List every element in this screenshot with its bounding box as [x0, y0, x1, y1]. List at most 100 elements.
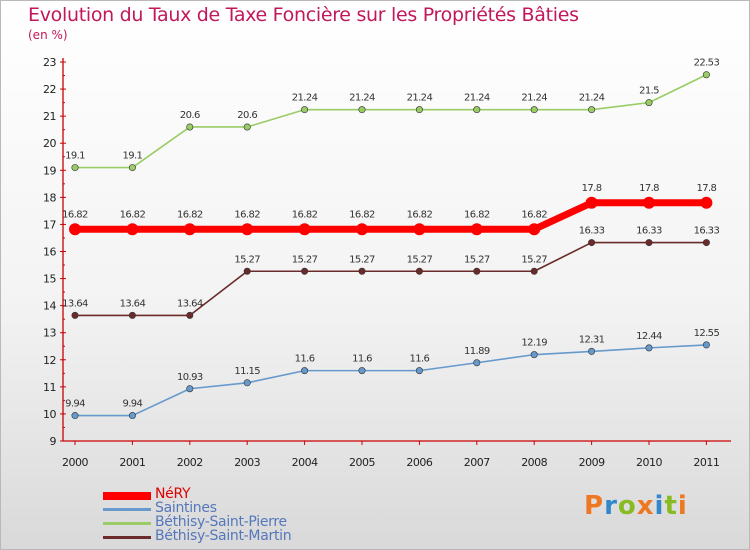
data-point: [71, 164, 79, 172]
x-tick-label: 2011: [693, 456, 719, 469]
brand-letter: P: [584, 491, 605, 521]
data-point: [702, 71, 710, 79]
data-point: [413, 223, 426, 236]
data-label: 17.8: [639, 183, 659, 194]
data-label: 16.82: [349, 209, 375, 220]
data-label: 15.27: [292, 254, 318, 265]
data-point: [301, 106, 309, 114]
data-label: 9.94: [122, 399, 142, 410]
y-tick-label: 16: [43, 246, 56, 259]
data-label: 19.1: [122, 151, 142, 162]
data-point: [243, 123, 251, 131]
data-label: 13.64: [177, 298, 203, 309]
data-point: [243, 379, 251, 387]
data-point: [530, 106, 538, 114]
data-point: [415, 267, 423, 275]
data-point: [473, 106, 481, 114]
data-point: [356, 223, 368, 236]
data-point: [645, 239, 653, 247]
data-label: 13.64: [62, 298, 88, 309]
data-point: [415, 106, 423, 114]
data-point: [358, 367, 366, 375]
data-point: [243, 267, 251, 275]
y-tick-label: 18: [43, 191, 56, 204]
x-tick-label: 2006: [406, 456, 432, 469]
data-point: [186, 123, 194, 131]
data-point: [126, 223, 139, 236]
series-line-1: [74, 344, 708, 417]
brand-letter: i: [677, 491, 688, 521]
legend-label: Saintines: [155, 500, 217, 516]
y-tick-label: 9: [50, 435, 57, 448]
chart-title: Evolution du Taux de Taxe Foncière sur l…: [28, 4, 579, 26]
data-label: 15.27: [234, 254, 260, 265]
data-point: [473, 267, 481, 275]
x-tick-label: 2007: [464, 456, 490, 469]
y-tick-label: 20: [43, 137, 56, 150]
data-label: 12.55: [694, 328, 720, 339]
brand-letter: i: [654, 491, 665, 521]
data-point: [358, 267, 366, 275]
data-point: [588, 347, 596, 355]
brand-letter: t: [664, 491, 678, 521]
data-point: [128, 311, 136, 319]
data-label: 11.6: [409, 354, 429, 365]
x-tick-label: 2001: [119, 456, 145, 469]
data-label: 17.8: [582, 183, 602, 194]
y-tick-label: 12: [43, 354, 56, 367]
data-label: 20.6: [180, 110, 200, 121]
legend-swatch: [103, 508, 151, 511]
data-point: [71, 412, 79, 420]
legend-swatch: [103, 536, 151, 539]
data-label: 11.15: [234, 366, 260, 377]
x-tick-label: 2003: [234, 456, 260, 469]
data-label: 13.64: [120, 298, 146, 309]
data-label: 16.82: [62, 209, 88, 220]
data-point: [585, 196, 598, 209]
data-label: 21.24: [349, 93, 375, 104]
x-tick-label: 2004: [292, 456, 318, 469]
data-label: 16.33: [694, 226, 720, 237]
y-tick-label: 22: [43, 83, 56, 96]
y-tick-label: 15: [43, 273, 56, 286]
data-point: [528, 223, 541, 236]
data-label: 16.33: [636, 226, 662, 237]
data-point: [643, 196, 655, 209]
x-tick-label: 2002: [177, 456, 203, 469]
data-label: 16.33: [579, 226, 605, 237]
x-tick-label: 2010: [636, 456, 662, 469]
data-point: [473, 359, 481, 367]
data-label: 19.1: [65, 151, 85, 162]
data-label: 15.27: [464, 254, 490, 265]
data-point: [186, 311, 194, 319]
data-label: 15.27: [521, 254, 547, 265]
data-label: 12.44: [636, 331, 662, 342]
series-line-0: [71, 199, 710, 233]
legend-label: Béthisy-Saint-Pierre: [155, 514, 287, 530]
y-tick-label: 13: [43, 327, 56, 340]
data-point: [183, 223, 196, 236]
data-label: 16.82: [407, 209, 433, 220]
data-label: 15.27: [349, 254, 375, 265]
data-point: [128, 164, 136, 172]
brand-letter: x: [636, 491, 655, 521]
x-tick-label: 2008: [521, 456, 547, 469]
data-point: [530, 351, 538, 359]
data-point: [702, 239, 710, 247]
y-tick-label: 23: [43, 56, 56, 69]
x-tick-label: 2000: [62, 456, 88, 469]
data-point: [415, 367, 423, 375]
legend-swatch: [103, 492, 151, 500]
data-label: 10.93: [177, 372, 203, 383]
data-point: [128, 412, 136, 420]
data-label: 21.24: [407, 93, 433, 104]
data-label: 20.6: [237, 110, 257, 121]
data-label: 16.82: [120, 209, 146, 220]
data-label: 21.24: [292, 93, 318, 104]
y-tick-label: 17: [43, 218, 56, 231]
data-point: [298, 223, 311, 236]
data-label: 16.82: [292, 209, 318, 220]
data-label: 16.82: [464, 209, 490, 220]
data-point: [530, 267, 538, 275]
